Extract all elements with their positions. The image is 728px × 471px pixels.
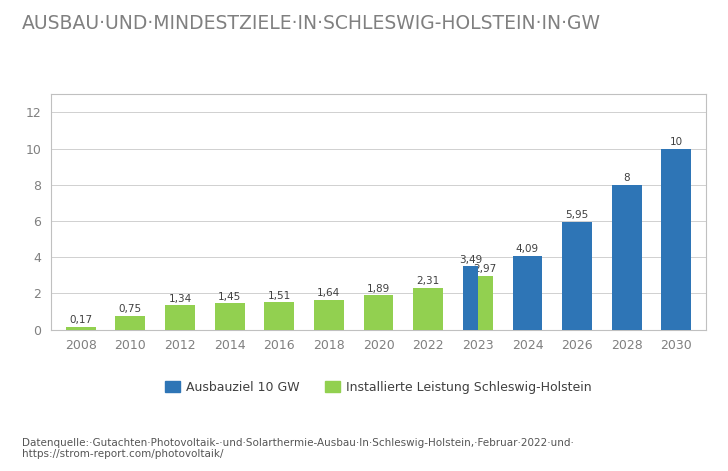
Text: 2,97: 2,97: [474, 264, 497, 274]
Bar: [165, 305, 195, 330]
Bar: [314, 300, 344, 330]
Text: 1,51: 1,51: [268, 291, 291, 300]
Text: 3,49: 3,49: [459, 255, 482, 265]
Bar: [414, 288, 443, 330]
Bar: [562, 222, 592, 330]
Bar: [364, 295, 393, 330]
Bar: [215, 303, 245, 330]
Bar: [264, 302, 294, 330]
Text: 1,45: 1,45: [218, 292, 241, 301]
Text: 1,64: 1,64: [317, 288, 341, 298]
Bar: [612, 185, 641, 330]
Text: 8: 8: [623, 173, 630, 183]
Bar: [116, 316, 146, 330]
Text: 1,34: 1,34: [168, 293, 191, 304]
Bar: [513, 256, 542, 330]
Bar: [463, 267, 478, 330]
Text: 5,95: 5,95: [566, 210, 589, 220]
Bar: [66, 326, 95, 330]
Legend: Ausbauziel 10 GW, Installierte Leistung Schleswig-Holstein: Ausbauziel 10 GW, Installierte Leistung …: [160, 376, 597, 399]
Bar: [662, 148, 692, 330]
Text: Datenquelle:·Gutachten·Photovoltaik-·und·Solarthermie-Ausbau·In·Schleswig-Holste: Datenquelle:·Gutachten·Photovoltaik-·und…: [22, 438, 574, 459]
Text: 1,89: 1,89: [367, 284, 390, 293]
Text: 4,09: 4,09: [516, 244, 539, 254]
Text: 2,31: 2,31: [416, 276, 440, 286]
Text: AUSBAU·UND·MINDESTZIELE·IN·SCHLESWIG-HOLSTEIN·IN·GW: AUSBAU·UND·MINDESTZIELE·IN·SCHLESWIG-HOL…: [22, 14, 601, 33]
Text: 0,17: 0,17: [69, 315, 92, 325]
Text: 0,75: 0,75: [119, 304, 142, 314]
Bar: [478, 276, 493, 330]
Text: 10: 10: [670, 137, 683, 147]
